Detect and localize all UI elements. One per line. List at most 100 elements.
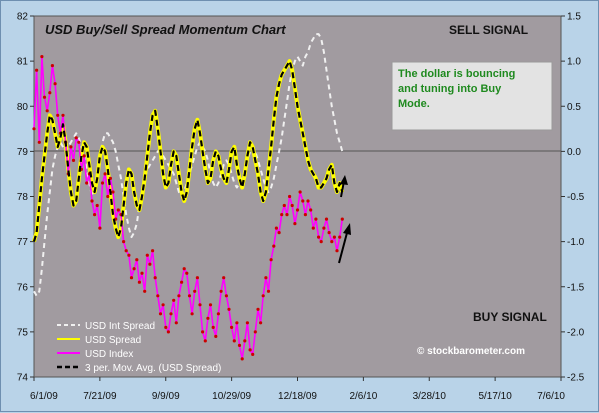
usd-index-point [156,294,160,298]
legend-label-usd-index: USD Index [85,349,133,360]
usd-index-point [164,325,168,329]
series-layer [32,33,345,361]
usd-index-point [259,321,263,325]
usd-index-point [137,280,141,284]
usd-index-point [266,289,271,293]
annotation-line-1: The dollar is bouncing [398,68,515,80]
x-tick-label: 2/6/10 [349,391,377,402]
usd-index-point [224,294,228,298]
legend-label-int-spread: USD Int Spread [85,321,155,332]
usd-index-point [71,158,76,162]
y-left-tick-label: 77 [17,237,29,248]
x-tick-label: 9/9/09 [152,391,180,402]
y-right-tick-label: 0.5 [567,102,581,113]
usd-index-point [187,294,192,298]
usd-index-point [235,321,239,325]
usd-index-point [82,154,86,158]
usd-index-point [322,226,326,230]
y-axis-right: -2.5 -2.0 -1.5 -1.0 -0.5 0.0 0.5 1.0 1.5 [561,12,585,384]
usd-index-point [42,95,47,99]
usd-index-point [230,325,234,329]
usd-index-point [216,312,220,316]
usd-index-point [253,330,257,334]
y-right-tick-label: -1.0 [567,237,585,248]
x-tick-label: 10/29/09 [212,391,251,402]
usd-index-point [193,289,197,293]
y-left-tick-label: 79 [17,147,29,158]
usd-index-point [90,199,94,203]
y-right-tick-label: -1.5 [567,282,585,293]
usd-index-point [290,203,294,208]
usd-index-point [203,339,207,343]
usd-index-point [40,55,44,59]
usd-index-point [148,262,152,266]
usd-index-point [311,226,315,230]
usd-index-point [122,240,126,244]
watermark: © stockbarometer.com [417,346,525,357]
usd-index-point [161,303,165,307]
annotation-background [391,61,553,131]
usd-index-point [98,226,102,230]
usd-index-point [208,303,213,307]
usd-index-point [280,213,284,217]
usd-index-point [227,307,231,311]
legend-label-spread: USD Spread [85,335,141,346]
usd-index-point [293,222,297,226]
usd-index-point [48,91,52,95]
usd-index-point [45,109,49,113]
usd-index-point [93,213,97,217]
usd-index-point [111,190,115,194]
usd-index-point [135,258,139,262]
usd-index-point [274,226,278,230]
x-tick-label: 5/17/10 [478,391,512,402]
usd-index-point [185,271,189,275]
y-left-tick-label: 75 [17,327,29,338]
usd-index-point [153,276,157,280]
usd-index-point [166,330,170,334]
y-right-tick-label: -2.0 [567,327,585,338]
usd-index-point [264,276,268,280]
legend-label-mov-avg: 3 per. Mov. Avg. (USD Spread) [85,363,221,374]
usd-index-point [77,140,81,144]
usd-index-point [240,357,244,361]
y-right-tick-label: 0.0 [567,147,581,158]
usd-index-point [69,145,73,149]
usd-index-point [85,181,89,185]
usd-index-point [190,312,194,316]
usd-index-point [303,213,307,217]
annotation-line-2: and tuning into Buy [398,83,502,95]
up-arrow-lower [338,223,351,264]
series-mov-avg-line [32,59,344,242]
y-left-tick-label: 78 [17,192,29,203]
x-tick-label: 7/6/10 [537,391,565,402]
usd-index-point [174,321,178,325]
usd-index-point [198,303,202,307]
usd-index-point [61,113,65,117]
usd-index-point [50,64,55,68]
usd-index-point [306,199,310,203]
x-tick-label: 6/1/09 [30,391,58,402]
usd-index-point [298,190,302,194]
usd-index-point [53,82,57,86]
usd-index-point [145,253,149,257]
usd-index-point [340,217,344,221]
usd-index-point [248,348,252,352]
usd-index-point [251,352,255,356]
usd-index-point [180,280,184,284]
up-arrow-upper [340,175,348,198]
y-right-tick-label: 1.0 [567,57,581,68]
usd-index-point [319,240,323,244]
usd-index-point [245,321,249,325]
usd-index-point [124,249,128,253]
y-left-tick-label: 76 [17,282,29,293]
usd-index-point [158,312,163,316]
usd-index-point [285,213,289,217]
usd-index-point [177,294,181,298]
usd-index-point [314,217,318,221]
usd-index-point [129,276,134,280]
usd-index-point [32,127,36,131]
y-left-tick-label: 80 [17,102,29,113]
annotation-box: The dollar is bouncing and tuning into B… [391,61,553,131]
usd-index-point [237,343,242,347]
usd-index-point [201,330,205,334]
